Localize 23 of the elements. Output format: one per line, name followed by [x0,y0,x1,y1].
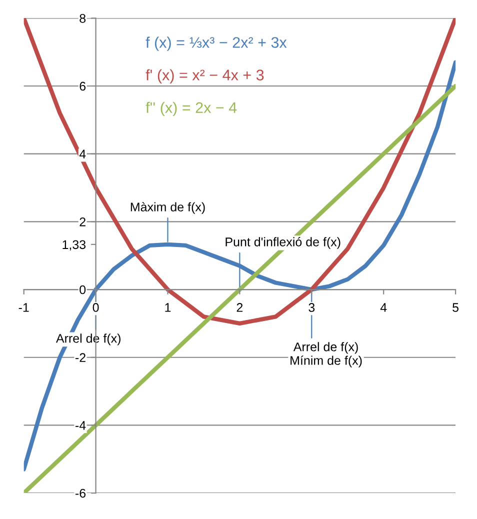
text: f' (x) = x² − 4x + 3 [146,69,264,84]
annotation: Màxim de f(x) [130,202,205,214]
y-tick-label: 4 [79,150,86,158]
y-tick-label: -2 [76,353,86,362]
y-tick-label: -4 [76,421,86,430]
y-tick-label: 2 [80,217,86,226]
x-tick-label: 5 [452,303,458,312]
text: f'' (x) = 2x − 4 [146,102,237,116]
y-tick-label: 1,33 [62,240,86,251]
text: f (x) = ⅓x³ − 2x² + 3x [146,36,287,51]
x-tick-label: 2 [236,303,243,312]
y-tick-label: -6 [76,488,86,498]
x-tick-label: 0 [92,303,99,312]
x-tick-label: 3 [308,303,315,312]
annotation: Arrel de f(x) Mínim de f(x) [290,342,362,368]
annotation: Punt d'inflexió de f(x) [226,237,340,249]
x-tick-label: 4 [380,303,387,312]
y-tick-label: 0 [80,285,86,294]
y-tick-label: 6 [80,82,86,91]
y-tick-label: 8 [80,14,86,23]
x-tick-label: -1 [18,303,29,312]
x-tick-label: 1 [165,303,171,312]
annotation: Arrel de f(x) [56,334,120,346]
